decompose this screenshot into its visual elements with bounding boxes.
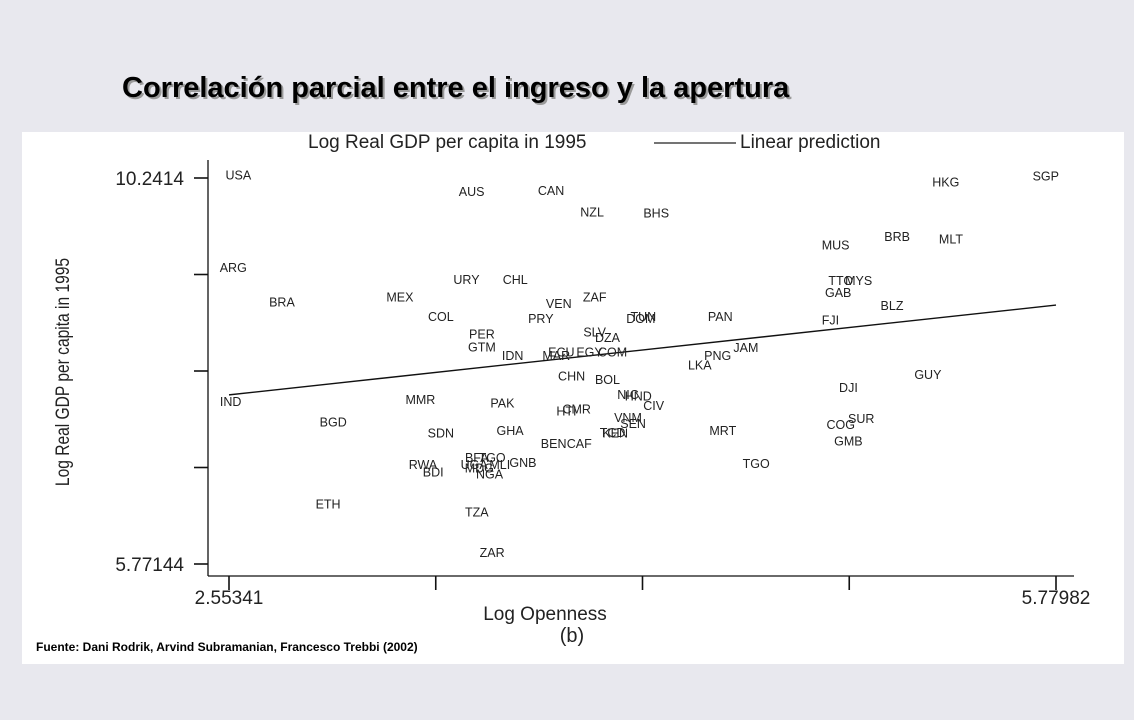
data-point-label: GAB xyxy=(825,286,851,300)
chart-axes: 10.2414 5.77144 2.55341 5.77982 xyxy=(115,160,1090,609)
data-point-label: SDN xyxy=(428,427,454,441)
data-point-label: TTO xyxy=(828,274,853,288)
data-point-label: BOL xyxy=(595,373,620,387)
data-point-label: PNG xyxy=(704,349,731,363)
x-tick-label: 2.55341 xyxy=(195,588,264,609)
data-point-label: VNM xyxy=(614,411,642,425)
data-point-label: ZAR xyxy=(480,546,505,560)
data-point-label: VEN xyxy=(546,297,572,311)
data-point-label: TCD xyxy=(600,426,626,440)
data-point-label: PER xyxy=(469,327,495,341)
data-point-label: TUN xyxy=(631,310,657,324)
data-point-label: USA xyxy=(226,169,252,183)
data-point-label: CHN xyxy=(558,370,585,384)
data-point-label: COM xyxy=(598,346,627,360)
data-point-label: NIC xyxy=(617,388,639,402)
data-point-label: MDG xyxy=(465,461,494,475)
y-tick-label: 10.2414 xyxy=(115,169,184,190)
data-point-label: GHA xyxy=(497,424,525,438)
data-point-label: NGA xyxy=(476,467,504,481)
data-point-label: SLV xyxy=(583,326,606,340)
source-note: Fuente: Dani Rodrik, Arvind Subramanian,… xyxy=(36,640,418,654)
data-point-label: MYS xyxy=(845,274,872,288)
data-point-label: BRB xyxy=(884,230,910,244)
chart-legend: Log Real GDP per capita in 1995 Linear p… xyxy=(308,132,880,153)
data-point-label: BFA xyxy=(465,451,489,465)
data-point-label: CIV xyxy=(643,399,665,413)
data-point-label: PAK xyxy=(490,397,515,411)
data-point-label: MAR xyxy=(542,349,570,363)
data-points: USA AUS CAN NZL BHS HKG SGP MUS BRB MLT ARG URY CHL T… xyxy=(220,169,1059,560)
data-point-label: MMR xyxy=(405,393,435,407)
data-point-label: HKG xyxy=(932,175,959,189)
data-point-label: BRA xyxy=(269,295,295,309)
data-point-label: ECU xyxy=(548,346,574,360)
data-point-label: CHL xyxy=(503,273,528,287)
data-point-label: DJI xyxy=(839,381,858,395)
data-point-label: CMR xyxy=(562,403,590,417)
data-point-label: COG xyxy=(826,418,854,432)
fit-line-group xyxy=(228,304,1057,396)
data-point-label: UGA xyxy=(461,458,489,472)
data-point-label: DOM xyxy=(626,312,655,326)
data-point-label: GNB xyxy=(509,456,536,470)
data-point-label: NZL xyxy=(580,206,604,220)
chart-caption: (b) xyxy=(560,625,584,647)
scatter-chart: Log Real GDP per capita in 1995 Linear p… xyxy=(52,132,1091,647)
data-point-label: ETH xyxy=(316,498,341,512)
data-point-label: AUS xyxy=(459,185,485,199)
data-point-label: MRT xyxy=(709,424,736,438)
data-point-label: HTI xyxy=(556,404,576,418)
legend-entry-fit: Linear prediction xyxy=(740,132,880,153)
data-point-label: KEN xyxy=(602,427,628,441)
data-point-label: COL xyxy=(428,310,454,324)
data-point-label: MLI xyxy=(489,458,510,472)
y-tick-label: 5.77144 xyxy=(115,555,184,576)
data-point-label: LKA xyxy=(688,359,712,373)
data-point-label: MLT xyxy=(939,232,963,246)
data-point-label: GUY xyxy=(914,368,942,382)
data-point-label: ZAF xyxy=(583,290,607,304)
data-point-label: BLZ xyxy=(881,299,904,313)
x-tick-label: 5.77982 xyxy=(1022,588,1091,609)
data-point-label: EGY xyxy=(576,346,603,360)
scatter-chart-panel: Log Real GDP per capita in 1995 Linear p… xyxy=(22,132,1124,664)
data-point-label: CAN xyxy=(538,184,564,198)
data-point-label: IDN xyxy=(502,349,524,363)
data-point-label: ARG xyxy=(220,261,247,275)
data-point-label: MUS xyxy=(822,238,850,252)
data-point-label: TZA xyxy=(465,505,489,519)
data-point-label: CAF xyxy=(567,437,592,451)
data-point-label: BEN xyxy=(541,437,567,451)
data-point-label: PAN xyxy=(708,310,733,324)
data-point-label: TGO xyxy=(479,451,506,465)
slide-title: Correlación parcial entre el ingreso y l… xyxy=(122,72,790,104)
data-point-label: SGP xyxy=(1033,169,1059,183)
data-point-label: URY xyxy=(453,273,480,287)
data-point-label: IND xyxy=(220,395,242,409)
y-axis-label: Log Real GDP per capita in 1995 xyxy=(52,258,74,486)
data-point-label: MEX xyxy=(386,290,414,304)
data-point-label: PRY xyxy=(528,312,554,326)
data-point-label: RWA xyxy=(409,458,438,472)
data-point-label: BDI xyxy=(423,466,444,480)
data-point-label: GTM xyxy=(468,340,496,354)
data-point-label: TGO xyxy=(743,457,770,471)
x-axis-label: Log Openness xyxy=(483,604,607,625)
fit-line xyxy=(228,304,1057,396)
data-point-label: DZA xyxy=(595,331,621,345)
data-point-label: BGD xyxy=(320,416,347,430)
data-point-label: JAM xyxy=(733,341,758,355)
data-point-label: SEN xyxy=(620,417,646,431)
legend-entry-series: Log Real GDP per capita in 1995 xyxy=(308,132,587,153)
data-point-label: GMB xyxy=(834,435,862,449)
data-point-label: BHS xyxy=(643,207,669,221)
data-point-label: SUR xyxy=(848,412,874,426)
data-point-label: FJI xyxy=(822,314,839,328)
data-point-label: HND xyxy=(625,390,652,404)
